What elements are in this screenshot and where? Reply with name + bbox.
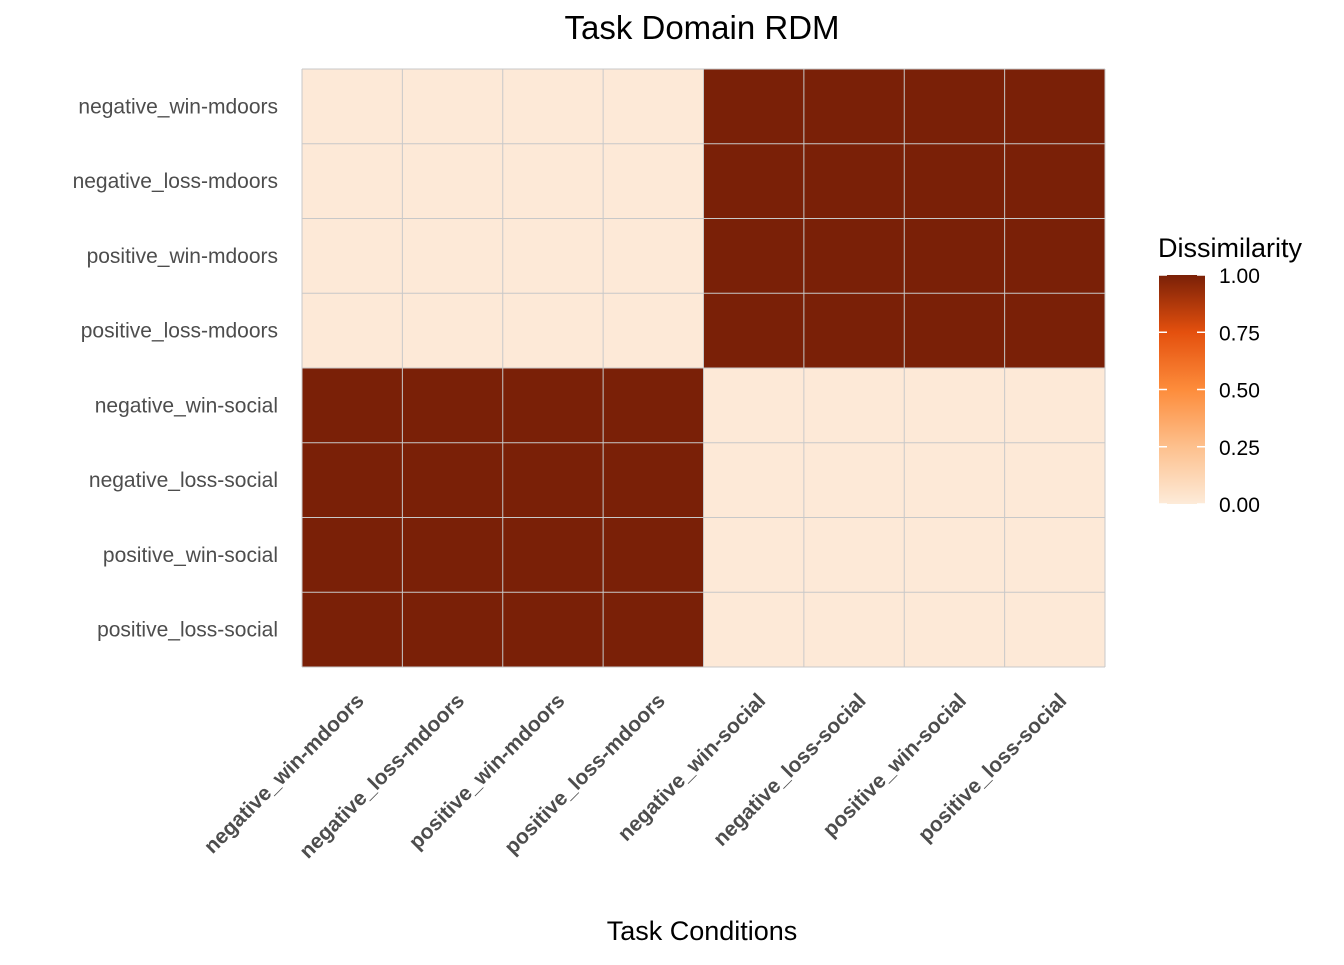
heatmap-cell [603,368,704,443]
heatmap-cell [603,143,704,219]
heatmap-cell [1004,293,1105,368]
y-tick-label: negative_win-mdoors [78,95,278,118]
heatmap-cell [402,218,503,294]
y-tick-label: positive_win-mdoors [87,245,278,268]
heatmap-cell [1004,517,1105,593]
heatmap-cell [603,293,704,368]
heatmap-cell [703,442,804,518]
heatmap-cell [603,69,704,144]
legend-tick-label: 0.25 [1219,437,1260,460]
heatmap-cell [803,368,905,443]
heatmap-cell [703,69,804,144]
heatmap-cell [904,442,1005,518]
heatmap-cell [502,143,604,219]
heatmap-cell [603,592,704,667]
heatmap-cell [803,293,905,368]
y-tick-label: negative_loss-social [89,469,278,492]
x-tick-label: positive_loss-mdoors [500,689,670,859]
heatmap-cell [302,293,403,368]
legend-tick-label: 1.00 [1219,265,1260,288]
heatmap-cell [502,293,604,368]
heatmap-cell [703,218,804,294]
heatmap-cell [302,442,403,518]
heatmap-cell [502,368,604,443]
y-tick-label: positive_loss-social [97,619,278,642]
heatmap-cell [402,517,503,593]
heatmap-cell [703,368,804,443]
heatmap-cell [803,592,905,667]
x-axis-tick-labels: negative_win-mdoorsnegative_loss-mdoorsp… [200,689,1072,863]
legend-tick-label: 0.00 [1219,494,1260,517]
heatmap-cell [904,517,1005,593]
heatmap-cell [904,368,1005,443]
heatmap-cell [803,442,905,518]
heatmap-cell [904,592,1005,667]
heatmap-cell [603,517,704,593]
heatmap-cell [502,517,604,593]
heatmap-cell [1004,592,1105,667]
heatmap-cell [402,442,503,518]
heatmap-cell [803,143,905,219]
heatmap-cell [302,368,403,443]
heatmap-cell [1004,69,1105,144]
heatmap-cell [703,592,804,667]
legend-title: Dissimilarity [1158,233,1302,263]
y-tick-label: negative_win-social [95,394,278,417]
heatmap-cell [703,517,804,593]
heatmap-cell [302,69,403,144]
heatmap-cell [803,69,905,144]
x-axis-title: Task Conditions [607,916,798,946]
x-tick-label: negative_win-mdoors [200,689,369,858]
heatmap-cell [302,218,403,294]
y-tick-label: positive_loss-mdoors [81,320,278,343]
heatmap-cell [402,69,503,144]
heatmap-cell [302,592,403,667]
heatmap-cell [302,143,403,219]
heatmap-cell [402,592,503,667]
heatmap-cell [1004,368,1105,443]
legend-tick-label: 0.75 [1219,322,1260,345]
heatmap-cell [904,218,1005,294]
legend-tick-label: 0.50 [1219,380,1260,403]
x-tick-label: negative_loss-mdoors [295,689,469,863]
heatmap-cell [402,293,503,368]
heatmap-cell [803,517,905,593]
heatmap-cell [803,218,905,294]
heatmap-cell [402,368,503,443]
heatmap-cell [904,143,1005,219]
heatmap-cell [1004,143,1105,219]
heatmap-cell [502,442,604,518]
heatmap-cell [603,442,704,518]
color-legend: Dissimilarity 1.00 0.75 0.50 0.25 0.00 [1158,233,1302,517]
heatmap-cell [402,143,503,219]
chart-title: Task Domain RDM [564,9,839,46]
heatmap-cell [502,218,604,294]
heatmap-cell [703,293,804,368]
y-tick-label: negative_loss-mdoors [73,170,278,193]
heatmap-cell [904,69,1005,144]
heatmap-cells [301,68,1106,668]
legend-ticks: 1.00 0.75 0.50 0.25 0.00 [1159,265,1260,517]
y-tick-label: positive_win-social [103,544,278,567]
heatmap-cell [502,592,604,667]
heatmap-cell [1004,442,1105,518]
heatmap-cell [302,517,403,593]
heatmap-cell [603,218,704,294]
heatmap-cell [1004,218,1105,294]
heatmap-cell [703,143,804,219]
heatmap-cell [904,293,1005,368]
y-axis-tick-labels: negative_win-mdoors negative_loss-mdoorsp… [73,95,278,641]
heatmap-cell [502,69,604,144]
